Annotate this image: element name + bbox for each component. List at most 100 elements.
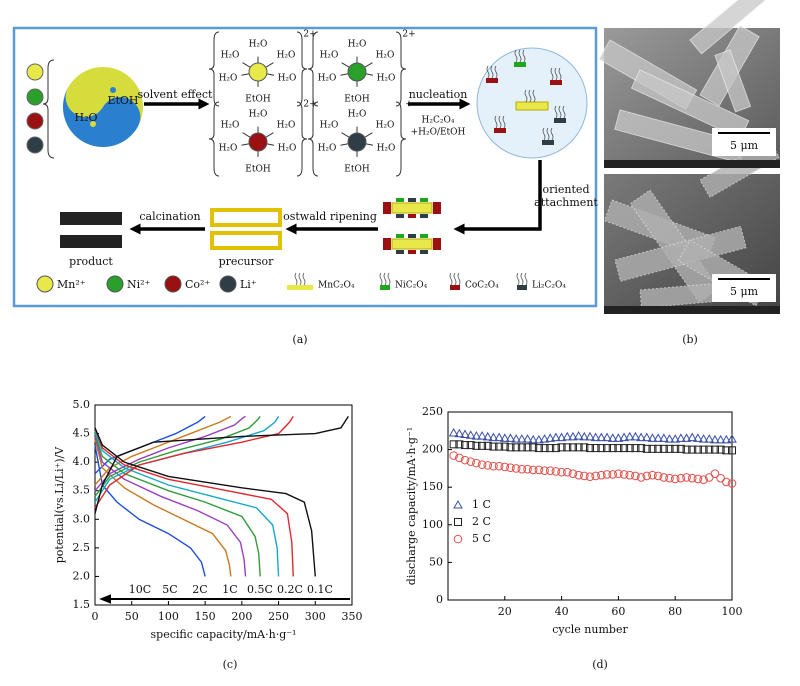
bracket — [395, 101, 407, 177]
point — [727, 434, 737, 443]
y-tick-label: 50 — [429, 555, 443, 568]
legend-icon — [36, 275, 54, 293]
rod-cap — [420, 234, 428, 238]
rate-label: 2C — [192, 583, 207, 596]
ion-icon — [26, 112, 44, 130]
point — [551, 467, 561, 476]
plot-frame — [447, 411, 733, 601]
scale-label: 5 μm — [730, 285, 759, 298]
point — [636, 432, 646, 442]
step-label: +H₂O/EtOH — [411, 128, 466, 138]
point — [477, 431, 487, 440]
point — [614, 444, 623, 453]
legend-label: CoC₂O₄ — [465, 281, 499, 291]
point — [630, 431, 641, 441]
panel-caption: (a) — [292, 333, 307, 346]
step-label: attachment — [534, 196, 598, 209]
legend-label: Mn²⁺ — [57, 278, 86, 291]
rod-cap — [396, 198, 404, 202]
legend-label: NiC₂O₄ — [395, 281, 428, 291]
point — [489, 442, 498, 451]
point — [682, 445, 691, 454]
point — [460, 455, 470, 465]
point — [579, 431, 590, 441]
panel-caption: (d) — [592, 658, 608, 671]
point — [659, 444, 668, 453]
point — [506, 463, 515, 472]
point — [586, 444, 594, 453]
legend-label: 1 C — [472, 498, 491, 511]
chain — [514, 49, 518, 63]
point — [529, 443, 538, 452]
legend-label: Li₂C₂O₄ — [532, 281, 566, 291]
point — [540, 466, 549, 475]
point — [511, 434, 522, 443]
step-label: product — [69, 255, 113, 268]
chain — [494, 65, 498, 79]
ligand-label: H₂O — [320, 51, 339, 61]
charge-curve — [94, 416, 349, 514]
bracket — [208, 31, 220, 107]
step-label: ostwald ripening — [283, 210, 377, 223]
chain — [542, 127, 546, 141]
point — [641, 432, 652, 442]
chain — [498, 115, 502, 129]
discharge-curve — [94, 436, 247, 577]
x-tick-label: 100 — [722, 605, 743, 618]
point — [551, 432, 561, 442]
rod-cap — [396, 250, 404, 254]
point — [472, 441, 481, 450]
x-tick-label: 250 — [268, 610, 289, 623]
point — [727, 479, 737, 488]
point — [608, 444, 617, 453]
point — [681, 433, 692, 442]
scale-label: 5 μm — [730, 139, 759, 152]
point — [705, 445, 714, 454]
legend-icon — [517, 285, 527, 290]
point — [455, 440, 464, 449]
point — [693, 474, 703, 484]
plot-frame — [94, 404, 353, 606]
point — [478, 441, 487, 450]
charge-curve — [94, 415, 232, 486]
point — [665, 473, 674, 483]
ligand-label: H₂O — [318, 74, 337, 84]
rod-end — [433, 238, 441, 250]
ligand-label: H₂O — [278, 144, 297, 154]
product-rod — [60, 235, 122, 248]
rod-cap — [396, 214, 404, 218]
chain — [302, 272, 306, 286]
point — [710, 434, 720, 444]
rate-label: 1C — [222, 583, 237, 596]
charge-label: 2+ — [303, 30, 316, 40]
nucleus — [486, 78, 498, 83]
ligand-label: EtOH — [245, 165, 271, 175]
point — [489, 461, 498, 471]
chain — [520, 272, 524, 286]
point — [620, 444, 629, 453]
chain — [457, 272, 461, 286]
point — [539, 434, 550, 443]
point — [642, 471, 652, 481]
point — [648, 444, 657, 453]
rate-label: 5C — [162, 583, 177, 596]
rate-label: 10C — [129, 583, 151, 596]
point — [506, 443, 515, 452]
y-tick-label: 4.0 — [73, 455, 91, 468]
precursor-rod — [210, 208, 282, 227]
point — [448, 428, 459, 437]
chain — [383, 272, 387, 286]
chain — [486, 65, 490, 79]
point — [574, 443, 583, 452]
y-tick-label: 4.5 — [73, 427, 91, 440]
nuclei — [486, 49, 566, 145]
point — [563, 443, 572, 452]
point — [545, 433, 556, 442]
point — [722, 477, 731, 487]
x-tick-label: 80 — [668, 605, 682, 618]
point — [699, 475, 708, 484]
ligand-label: H₂O — [377, 144, 396, 154]
ligand-label: EtOH — [344, 165, 370, 175]
point — [494, 432, 504, 442]
point — [658, 433, 669, 442]
